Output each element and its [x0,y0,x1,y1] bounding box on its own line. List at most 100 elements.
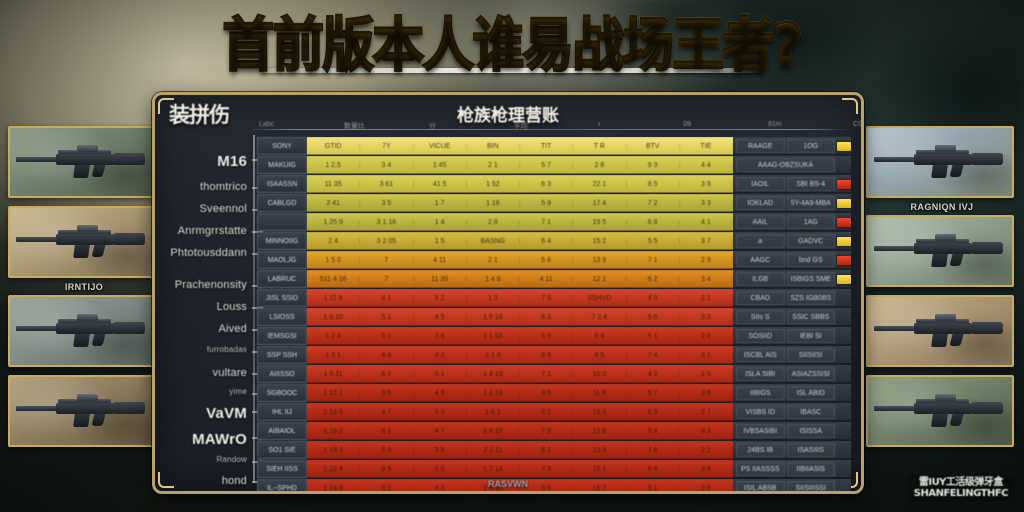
rifle-thumb-3[interactable] [8,295,156,367]
value-cell: 5 2 [360,484,414,491]
rifle-thumb-5[interactable] [866,126,1014,198]
row-name-cell: ISAASSN [257,175,307,193]
rail-label-13: Randow [216,455,247,464]
value-cell: 2 7 [680,408,733,416]
tail-cell: ILGB [736,272,785,286]
tail-cell: SBI BS-4 [786,177,835,191]
tail-cell: AAGC [736,253,785,267]
value-cell: 10 2 [573,370,627,378]
rifle-thumb-4[interactable] [8,375,156,447]
status-badge [837,274,851,284]
rail-label-12: MAWrO [192,431,247,448]
status-badge [837,198,851,208]
rifle-icon [16,394,148,428]
row-value-bar: GTID 7Y VICUE BIN TIT T R BTV TIE [307,137,733,155]
corner-ornament-top-right [842,98,858,114]
tail-cell: a [736,234,785,248]
row-label-rail: M16 thomtrico Sveennol Anrmgrrstatte Phtotou… [165,139,264,487]
tail-cell: IEBI SI [786,329,835,343]
row-name-cell: LSIOSS [257,308,307,326]
value-cell: 3 1 16 [360,218,414,226]
rifle-thumb-7[interactable] [866,295,1014,367]
axis-tick: 平均 [513,123,528,130]
tail-cell: CBAD [736,291,785,305]
value-cell: 3 6 [414,332,467,340]
value-cell: 1 4 19 [467,370,520,378]
value-cell: 6 6 [520,351,574,359]
row-tail-cells: ISIL ABSB SIISIIISSI [733,479,851,491]
value-cell: 3 4 [360,161,414,169]
status-badge [837,465,851,474]
value-cell: 5 4 [627,427,680,435]
row-name-cell: MAKUIG [257,156,307,174]
value-cell: 7 2 4 [573,313,627,321]
value-cell: 1 21 4 [307,465,361,473]
value-cell: 2 8 [573,161,627,169]
rail-label-14: hond [221,475,247,487]
row-tail-cells: AAAG-OBZSUKA [733,156,851,174]
value-cell: 7 8 [520,427,574,435]
right-thumbnail-column: RAGNIQN IVJ [866,126,1018,455]
tail-cell: SIIs S [736,310,785,324]
rail-label-6: Louss [216,301,247,313]
value-cell: 15 1 [573,465,627,473]
axis-tick: CO3 [853,121,864,128]
value-cell: 1 5 [414,237,467,245]
tail-cell: 1OG [786,139,835,153]
value-cell: 2 1 [680,294,733,302]
value-cell: 14 3 [573,408,627,416]
value-cell: 5 5 [414,465,467,473]
rifle-thumb-8[interactable] [866,375,1014,447]
row-name-cell: IEMSGSI [257,327,307,345]
rifle-thumb-6[interactable] [866,215,1014,287]
status-badge [837,294,851,303]
tail-cell: ISBIGS SME [786,272,835,286]
rifle-thumb-1[interactable] [8,126,156,198]
value-cell: 4 11 [414,256,467,264]
value-cell: 3 5 [360,199,414,207]
value-cell: 11 35 [307,180,361,188]
tail-cell: ISASIIIS [786,443,835,457]
value-cell: 22 1 [573,180,627,188]
status-badge [837,313,851,322]
value-cell: 4 3 [627,370,680,378]
value-cell: BIN [467,142,520,150]
value-cell: 4 7 [414,427,467,435]
tail-cell: 24BS IB [736,443,785,457]
value-cell: 3 8 [680,465,733,473]
tail-cell: ISLA SIBI [736,367,785,381]
value-cell: 3 2 05 [360,237,414,245]
rail-label-0: M16 [217,153,247,170]
table-header-row[interactable]: SONY GTID 7Y VICUE BIN TIT T R BTV TIE RAAGE 1OG [257,137,851,155]
value-cell: 1 45 [414,161,467,169]
value-cell: 5 8 [520,256,574,264]
value-cell: 5 1 [627,484,680,491]
rifle-thumb-2[interactable] [8,206,156,278]
value-cell: 7 1 [627,256,680,264]
tail-cell: GADVC [786,234,835,248]
